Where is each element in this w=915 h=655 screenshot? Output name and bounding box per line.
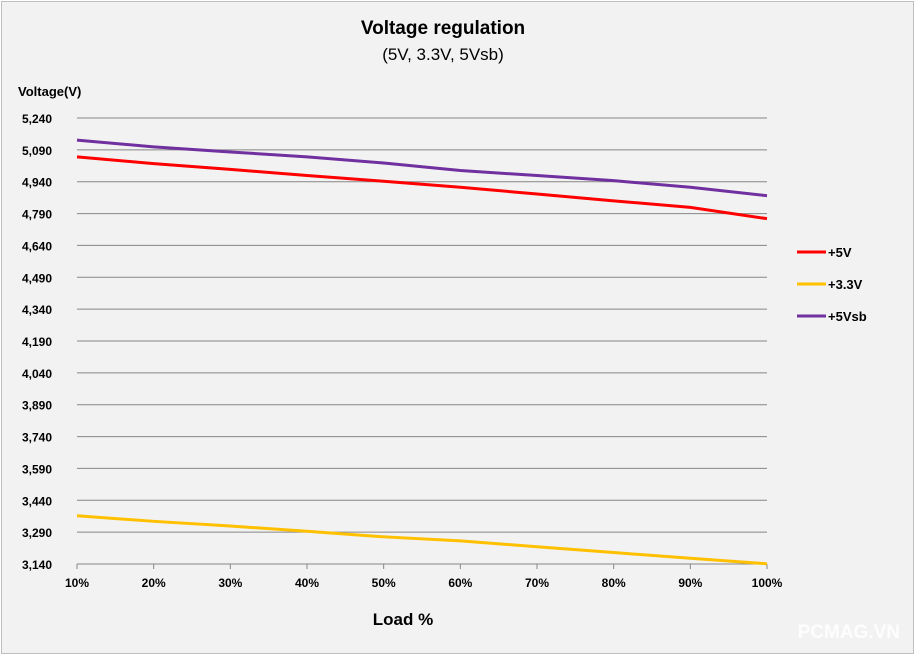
chart-subtitle: (5V, 3.3V, 5Vsb) (382, 45, 504, 64)
y-tick-label: 4,640 (22, 239, 52, 253)
x-tick-label: 60% (448, 576, 472, 590)
y-tick-label: 4,190 (22, 335, 52, 349)
legend-label: +3.3V (828, 277, 863, 292)
x-tick-label: 80% (602, 576, 626, 590)
y-tick-label: 5,240 (22, 112, 52, 126)
x-axis-label: Load % (373, 610, 433, 629)
y-tick-label: 3,140 (22, 558, 52, 572)
y-tick-label: 5,090 (22, 144, 52, 158)
y-tick-label: 3,290 (22, 526, 52, 540)
x-tick-label: 90% (678, 576, 702, 590)
series-line-5v (76, 155, 768, 221)
y-tick-label: 4,490 (22, 271, 52, 285)
x-tick-label: 10% (65, 576, 89, 590)
y-tick-label: 3,440 (22, 494, 52, 508)
x-tick-label: 40% (295, 576, 319, 590)
x-tick-label: 100% (752, 576, 783, 590)
y-tick-label: 3,590 (22, 462, 52, 476)
legend-label: +5V (828, 245, 852, 260)
x-tick-label: 20% (142, 576, 166, 590)
series-line-33v (76, 514, 768, 566)
x-tick-label: 50% (372, 576, 396, 590)
x-tick-label: 70% (525, 576, 549, 590)
y-axis-label: Voltage(V) (18, 84, 81, 99)
y-tick-label: 3,890 (22, 399, 52, 413)
y-tick-label: 4,340 (22, 303, 52, 317)
y-tick-label: 3,740 (22, 431, 52, 445)
y-tick-label: 4,790 (22, 208, 52, 222)
watermark: PCMAG.VN (798, 622, 900, 643)
chart-title: Voltage regulation (361, 18, 525, 39)
legend-label: +5Vsb (828, 309, 867, 324)
x-tick-label: 30% (218, 576, 242, 590)
y-tick-label: 4,940 (22, 176, 52, 190)
y-tick-label: 4,040 (22, 367, 52, 381)
series-line-5vsb (76, 138, 768, 198)
